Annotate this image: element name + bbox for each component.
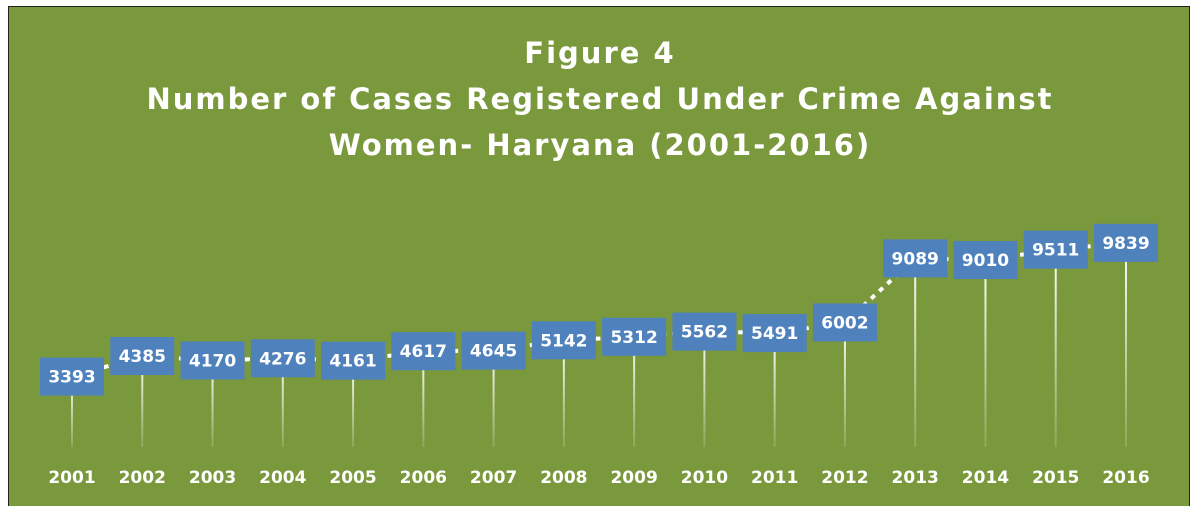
titles: Figure 4 Number of Cases Registered Unde… (130, 30, 1070, 168)
data-label: 9839 (1102, 234, 1149, 254)
data-label: 4276 (259, 349, 306, 369)
chart-title: Figure 4 (524, 36, 676, 70)
data-label-box (391, 332, 456, 371)
drop-line (1054, 249, 1057, 447)
data-label-box (1094, 223, 1158, 262)
data-label: 5562 (681, 323, 728, 343)
drop-line (914, 258, 917, 447)
data-label-box (40, 357, 104, 396)
data-label: 4617 (400, 342, 447, 362)
drop-line (211, 360, 214, 447)
data-label-box (742, 314, 807, 353)
data-label: 4385 (119, 347, 166, 367)
data-label-box (110, 337, 175, 376)
drop-line (492, 350, 495, 447)
chart-subtitle: Number of Cases Registered Under Crime A… (146, 82, 1054, 162)
data-label-box (250, 339, 315, 378)
x-tick-label: 2014 (962, 468, 1009, 488)
x-tick-label: 2010 (681, 468, 728, 488)
data-label-box (321, 341, 386, 380)
drop-line (141, 356, 144, 447)
x-tick-label: 2016 (1102, 468, 1149, 488)
data-label: 9511 (1032, 241, 1079, 261)
data-label-box (672, 312, 737, 351)
x-tick-label: 2006 (400, 468, 447, 488)
drop-line (562, 340, 565, 447)
data-label-box (461, 331, 526, 370)
x-tick-label: 2007 (470, 468, 517, 488)
drop-line (703, 331, 706, 447)
drop-line (1125, 242, 1127, 447)
drop-line (984, 260, 987, 447)
x-tick-label: 2003 (189, 468, 236, 488)
data-label: 9010 (962, 251, 1009, 271)
data-label: 6002 (821, 313, 868, 333)
x-tick-label: 2002 (119, 468, 166, 488)
drop-line (281, 358, 284, 447)
drop-line (422, 351, 425, 447)
x-tick-label: 2012 (821, 468, 868, 488)
data-label-box (812, 303, 877, 342)
data-label-box (180, 341, 245, 380)
data-label-box (953, 241, 1018, 280)
data-label: 4161 (329, 352, 376, 372)
drop-line (352, 360, 355, 447)
drop-line (773, 333, 776, 447)
x-tick-label: 2001 (48, 468, 95, 488)
data-label: 4645 (470, 342, 517, 362)
data-label: 5142 (540, 331, 587, 351)
x-tick-label: 2013 (892, 468, 939, 488)
data-label: 9089 (892, 249, 939, 269)
x-tick-label: 2004 (259, 468, 306, 488)
data-label-box (602, 317, 667, 356)
data-label-box (883, 239, 948, 278)
x-tick-label: 2008 (540, 468, 587, 488)
drop-line (71, 376, 73, 447)
data-label: 4170 (189, 351, 236, 371)
x-tick-label: 2011 (751, 468, 798, 488)
drop-line (633, 336, 636, 447)
data-label-box (1023, 230, 1088, 269)
x-tick-label: 2009 (610, 468, 657, 488)
data-label: 5491 (751, 324, 798, 344)
data-label: 5312 (610, 328, 657, 348)
line (71, 240, 1127, 379)
x-tick-label: 2015 (1032, 468, 1079, 488)
data-label: 3393 (48, 368, 95, 388)
drop-line (843, 322, 846, 447)
x-tick-label: 2005 (329, 468, 376, 488)
data-label-box (531, 321, 596, 360)
